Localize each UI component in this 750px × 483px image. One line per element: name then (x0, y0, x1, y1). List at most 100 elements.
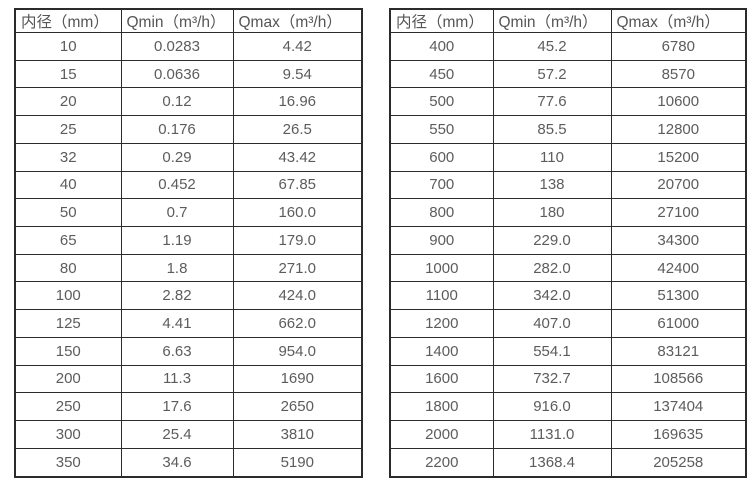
table-cell: 450 (389, 59, 494, 89)
table-cell: 342.0 (492, 281, 612, 311)
table-cell: 1131.0 (492, 420, 612, 449)
table-cell: 57.2 (492, 59, 612, 89)
table-cell: 2200 (389, 447, 494, 478)
table-cell: 1100 (389, 281, 494, 311)
table-cell: 25.4 (120, 420, 234, 449)
table-cell: 0.176 (120, 115, 234, 144)
table-row: 150 6.63 954.0 (14, 336, 363, 366)
table-cell: 954.0 (232, 336, 363, 366)
table-cell: 137404 (610, 392, 747, 422)
table-row: 25 0.176 26.5 (14, 115, 363, 144)
header-qmin: Qmin（m³/h） (120, 8, 234, 33)
table-cell: 1200 (389, 309, 494, 338)
table-cell: 160.0 (232, 198, 363, 228)
table-header: 内径（mm） Qmin（m³/h） Qmax（m³/h） (14, 8, 363, 33)
table-row: 40 0.452 67.85 (14, 170, 363, 200)
flow-table-large-diameters: 内径（mm） Qmin（m³/h） Qmax（m³/h） 400 45.2 6780… (389, 8, 747, 478)
table-cell: 1690 (232, 364, 363, 394)
table-cell: 80 (14, 253, 122, 283)
table-cell: 6780 (610, 32, 747, 61)
table-cell: 0.452 (120, 170, 234, 200)
table-cell: 350 (14, 447, 122, 478)
table-cell: 229.0 (492, 226, 612, 255)
table-cell: 400 (389, 32, 494, 61)
table-cell: 83121 (610, 336, 747, 366)
table-cell: 0.0636 (120, 59, 234, 89)
table-cell: 500 (389, 87, 494, 117)
table-cell: 600 (389, 142, 494, 172)
table-cell: 1.19 (120, 226, 234, 255)
header-qmin: Qmin（m³/h） (492, 8, 612, 33)
table-cell: 169635 (610, 420, 747, 449)
table-row: 125 4.41 662.0 (14, 309, 363, 338)
table-cell: 0.7 (120, 198, 234, 228)
table-cell: 61000 (610, 309, 747, 338)
table-row: 500 77.6 10600 (389, 87, 747, 117)
table-cell: 4.42 (232, 32, 363, 61)
table-cell: 34.6 (120, 447, 234, 478)
table-cell: 67.85 (232, 170, 363, 200)
header-diameter: 内径（mm） (14, 8, 122, 33)
table-cell: 250 (14, 392, 122, 422)
table-cell: 9.54 (232, 59, 363, 89)
table-cell: 100 (14, 281, 122, 311)
table-row: 65 1.19 179.0 (14, 226, 363, 255)
table-cell: 42400 (610, 253, 747, 283)
table-cell: 3810 (232, 420, 363, 449)
table-cell: 8570 (610, 59, 747, 89)
table-row: 550 85.5 12800 (389, 115, 747, 144)
table-cell: 0.12 (120, 87, 234, 117)
table-row: 700 138 20700 (389, 170, 747, 200)
table-row: 20 0.12 16.96 (14, 87, 363, 117)
table-cell: 554.1 (492, 336, 612, 366)
table-cell: 407.0 (492, 309, 612, 338)
header-row: 内径（mm） Qmin（m³/h） Qmax（m³/h） (14, 8, 363, 33)
table-cell: 77.6 (492, 87, 612, 117)
header-diameter: 内径（mm） (389, 8, 494, 33)
table-row: 400 45.2 6780 (389, 32, 747, 61)
table-row: 1400 554.1 83121 (389, 336, 747, 366)
table-cell: 16.96 (232, 87, 363, 117)
table-cell: 1600 (389, 364, 494, 394)
table-row: 1600 732.7 108566 (389, 364, 747, 394)
table-cell: 125 (14, 309, 122, 338)
table-cell: 550 (389, 115, 494, 144)
header-qmax: Qmax（m³/h） (232, 8, 363, 33)
table-cell: 732.7 (492, 364, 612, 394)
table-row: 32 0.29 43.42 (14, 142, 363, 172)
table-row: 200 11.3 1690 (14, 364, 363, 394)
table-cell: 20700 (610, 170, 747, 200)
table-cell: 26.5 (232, 115, 363, 144)
table-cell: 1368.4 (492, 447, 612, 478)
header-qmax: Qmax（m³/h） (610, 8, 747, 33)
table-cell: 20 (14, 87, 122, 117)
table-cell: 1800 (389, 392, 494, 422)
table-cell: 40 (14, 170, 122, 200)
table-cell: 282.0 (492, 253, 612, 283)
table-cell: 300 (14, 420, 122, 449)
table-cell: 200 (14, 364, 122, 394)
table-row: 250 17.6 2650 (14, 392, 363, 422)
table-cell: 180 (492, 198, 612, 228)
table-cell: 1000 (389, 253, 494, 283)
table-cell: 15200 (610, 142, 747, 172)
table-cell: 34300 (610, 226, 747, 255)
table-cell: 700 (389, 170, 494, 200)
table-cell: 43.42 (232, 142, 363, 172)
table-cell: 5190 (232, 447, 363, 478)
table-cell: 1.8 (120, 253, 234, 283)
flow-table-small-diameters: 内径（mm） Qmin（m³/h） Qmax（m³/h） 10 0.0283 4.4… (14, 8, 363, 478)
table-row: 1200 407.0 61000 (389, 309, 747, 338)
table-cell: 138 (492, 170, 612, 200)
table-cell: 65 (14, 226, 122, 255)
table-row: 50 0.7 160.0 (14, 198, 363, 228)
table-row: 2200 1368.4 205258 (389, 447, 747, 478)
table-body: 10 0.0283 4.42 15 0.0636 9.54 20 0.12 16.96 25 0.1… (14, 32, 363, 478)
table-cell: 205258 (610, 447, 747, 478)
table-body: 400 45.2 6780 450 57.2 8570 500 77.6 10600 550 85.… (389, 32, 747, 478)
table-row: 900 229.0 34300 (389, 226, 747, 255)
table-row: 350 34.6 5190 (14, 447, 363, 478)
table-cell: 27100 (610, 198, 747, 228)
table-cell: 800 (389, 198, 494, 228)
table-cell: 900 (389, 226, 494, 255)
